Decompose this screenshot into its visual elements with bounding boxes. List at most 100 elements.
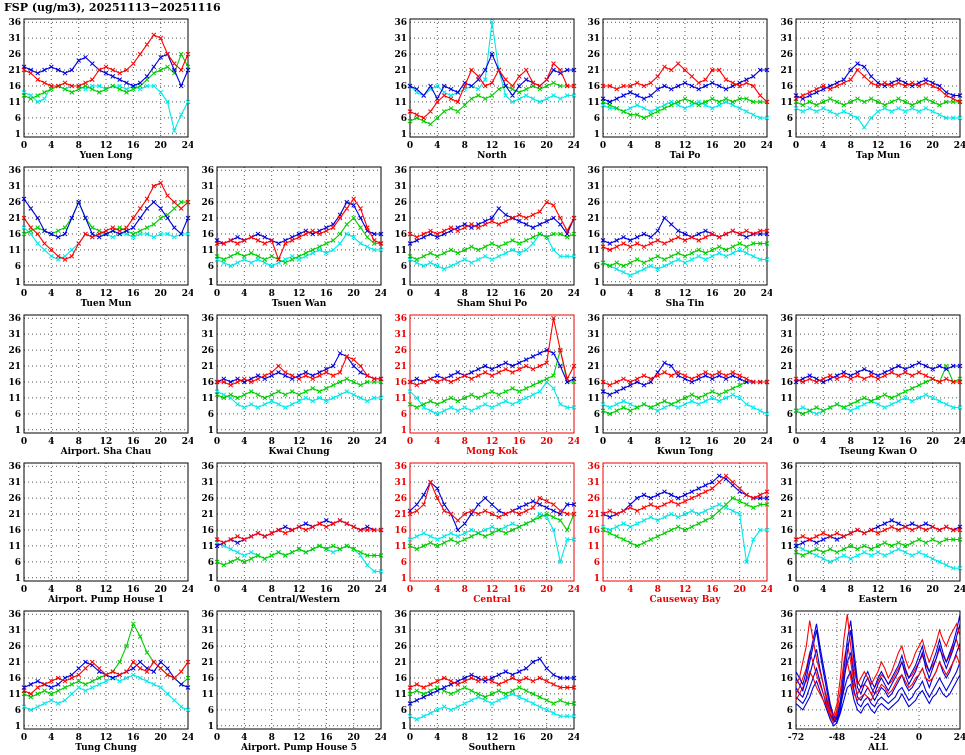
station-label: Tap Mun <box>856 151 901 161</box>
series-cyan <box>407 691 577 722</box>
svg-text:12: 12 <box>100 585 113 595</box>
svg-text:24: 24 <box>375 585 386 595</box>
svg-text:4: 4 <box>48 289 54 299</box>
svg-text:31: 31 <box>587 182 600 192</box>
svg-text:12: 12 <box>293 585 306 595</box>
svg-text:16: 16 <box>706 289 719 299</box>
svg-text:8: 8 <box>462 733 468 743</box>
svg-text:11: 11 <box>394 542 407 552</box>
station-label: ALL <box>867 743 888 753</box>
svg-text:31: 31 <box>8 478 21 488</box>
svg-text:12: 12 <box>100 289 113 299</box>
plot-border <box>795 610 961 730</box>
svg-text:20: 20 <box>926 585 939 595</box>
svg-text:31: 31 <box>394 182 407 192</box>
svg-text:21: 21 <box>780 362 793 372</box>
svg-text:12: 12 <box>486 141 499 151</box>
series-green <box>214 543 384 568</box>
svg-text:26: 26 <box>394 494 407 504</box>
svg-text:0: 0 <box>793 437 799 447</box>
svg-text:6: 6 <box>15 410 21 420</box>
series-markers <box>214 543 384 568</box>
svg-text:20: 20 <box>733 289 746 299</box>
svg-text:36: 36 <box>780 314 793 324</box>
series-red <box>793 67 963 105</box>
svg-text:12: 12 <box>679 141 692 151</box>
x-tick-labels: 0 4 8 12 16 20 24 <box>600 289 772 299</box>
plot-border <box>409 314 575 434</box>
svg-text:11: 11 <box>587 542 600 552</box>
svg-text:11: 11 <box>587 98 600 108</box>
series-markers <box>793 67 963 105</box>
svg-text:11: 11 <box>780 394 793 404</box>
svg-text:26: 26 <box>201 346 214 356</box>
station-label: Tsuen Wan <box>272 299 327 309</box>
svg-text:24: 24 <box>375 289 386 299</box>
svg-text:11: 11 <box>780 98 793 108</box>
svg-text:24: 24 <box>954 437 965 447</box>
station-label: Airport. Sha Chau <box>60 447 152 457</box>
plot-border <box>23 18 189 138</box>
series-markers <box>600 502 770 565</box>
svg-text:12: 12 <box>100 141 113 151</box>
x-tick-labels: -72 -48 -24 0 24 <box>788 733 965 743</box>
svg-text:24: 24 <box>761 585 772 595</box>
svg-text:0: 0 <box>407 585 413 595</box>
svg-text:26: 26 <box>394 50 407 60</box>
svg-text:4: 4 <box>627 437 633 447</box>
series-cyan <box>793 392 963 417</box>
svg-text:16: 16 <box>513 141 526 151</box>
series-cyan <box>600 99 770 121</box>
svg-text:31: 31 <box>780 34 793 44</box>
svg-text:8: 8 <box>462 585 468 595</box>
svg-text:20: 20 <box>926 141 939 151</box>
svg-text:26: 26 <box>587 50 600 60</box>
plot-border <box>409 610 575 730</box>
svg-text:4: 4 <box>48 585 54 595</box>
svg-text:4: 4 <box>820 437 826 447</box>
svg-text:1: 1 <box>15 130 21 140</box>
station-label: Yuen Long <box>79 151 133 161</box>
svg-text:11: 11 <box>394 690 407 700</box>
svg-text:26: 26 <box>8 346 21 356</box>
svg-text:36: 36 <box>394 166 407 176</box>
svg-text:24: 24 <box>568 141 579 151</box>
svg-text:12: 12 <box>872 585 885 595</box>
svg-text:11: 11 <box>394 246 407 256</box>
svg-text:4: 4 <box>434 141 440 151</box>
svg-text:24: 24 <box>568 733 579 743</box>
svg-text:20: 20 <box>154 437 167 447</box>
svg-text:1: 1 <box>401 426 407 436</box>
station-label: Sha Tin <box>666 299 705 309</box>
x-tick-labels: 0 4 8 12 16 20 24 <box>21 289 193 299</box>
series-cyan <box>600 392 770 417</box>
series-red <box>793 370 963 385</box>
series-markers <box>407 315 577 388</box>
svg-text:26: 26 <box>8 50 21 60</box>
svg-text:16: 16 <box>899 141 912 151</box>
svg-text:0: 0 <box>214 585 220 595</box>
svg-text:4: 4 <box>434 289 440 299</box>
svg-text:20: 20 <box>540 437 553 447</box>
svg-text:24: 24 <box>568 585 579 595</box>
gridlines <box>603 315 767 433</box>
svg-text:1: 1 <box>594 278 600 288</box>
svg-text:4: 4 <box>820 141 826 151</box>
svg-text:-48: -48 <box>829 733 845 743</box>
series-blue <box>21 196 191 240</box>
svg-text:8: 8 <box>462 141 468 151</box>
series-blue <box>600 67 770 105</box>
station-label: Sham Shui Po <box>457 299 527 309</box>
series-markers <box>600 61 770 105</box>
svg-text:6: 6 <box>787 558 793 568</box>
svg-text:16: 16 <box>780 378 793 388</box>
page-title: FSP (ug/m3), 20251113−20251116 <box>4 1 221 14</box>
